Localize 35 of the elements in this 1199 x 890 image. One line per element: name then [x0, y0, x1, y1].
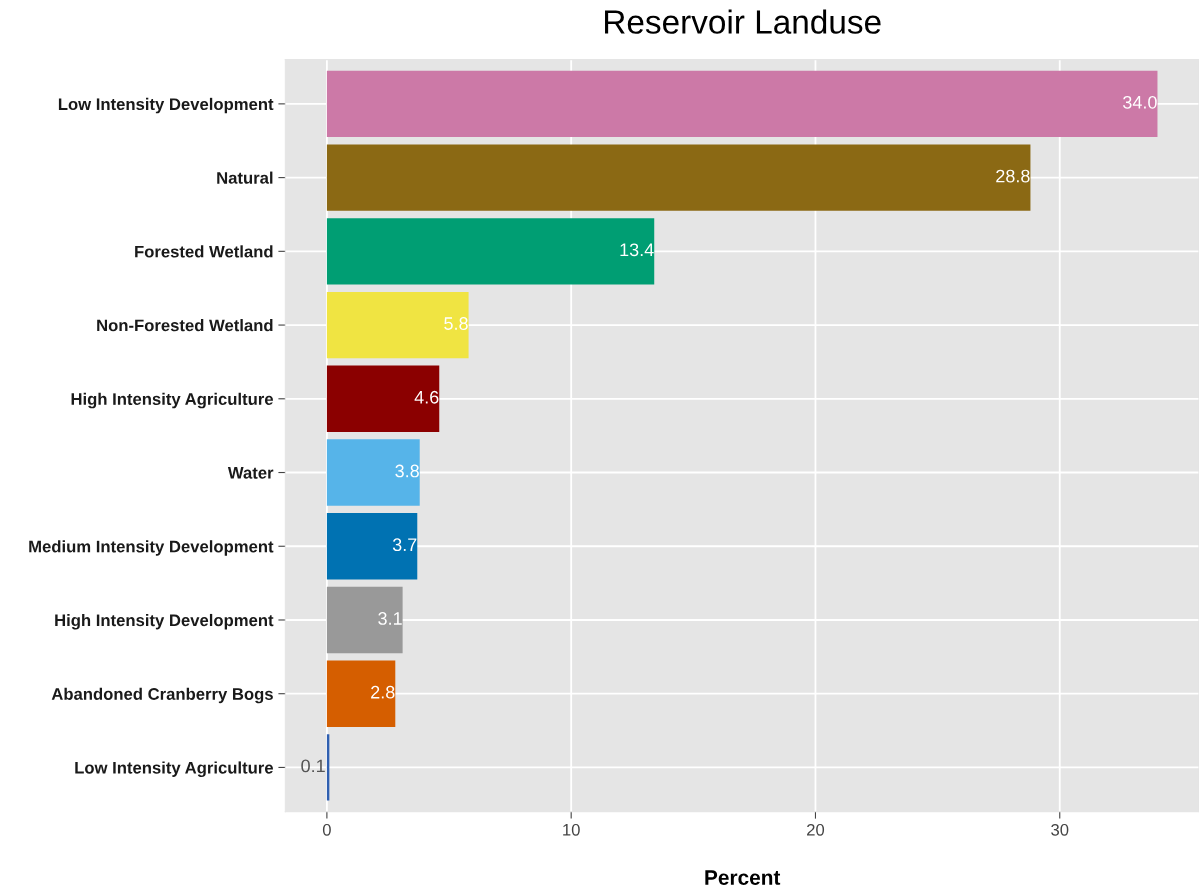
- chart-title: Reservoir Landuse: [605, 9, 881, 34]
- y-tick-label: Forested Wetland: [135, 245, 273, 258]
- data-label: 34.0: [1123, 95, 1157, 109]
- bar: [326, 144, 1031, 211]
- y-tick-label: Non-Forested Wetland: [97, 319, 273, 332]
- x-tick-label: 20: [807, 823, 825, 836]
- data-label: 28.8: [996, 169, 1030, 183]
- bar: [326, 513, 418, 580]
- data-label: 2.8: [371, 685, 395, 699]
- data-label: 3.1: [378, 612, 402, 625]
- y-tick-label: High Intensity Development: [55, 613, 274, 630]
- x-axis-title: Percent: [705, 870, 781, 885]
- x-tick-label: 10: [563, 823, 580, 836]
- bar: [326, 365, 440, 432]
- y-tick-label: High Intensity Agriculture: [71, 392, 273, 409]
- x-tick-label: 30: [1051, 823, 1069, 836]
- y-tick-label: Abandoned Cranberry Bogs: [51, 687, 273, 704]
- data-label: 13.4: [620, 243, 654, 257]
- bar: [326, 218, 655, 285]
- bar: [326, 291, 469, 359]
- data-label: 4.6: [414, 390, 439, 404]
- bar: [326, 660, 396, 727]
- y-tick-label: Medium Intensity Development: [29, 540, 274, 556]
- x-tick-label: 0: [322, 823, 331, 836]
- y-tick-label: Low Intensity Development: [58, 97, 274, 114]
- y-tick-label: Low Intensity Agriculture: [75, 761, 273, 778]
- y-tick-label: Natural: [217, 171, 273, 184]
- data-label: 5.8: [444, 317, 468, 330]
- y-tick-label: Water: [227, 467, 274, 479]
- data-label: 0.1: [301, 759, 325, 773]
- data-label: 3.8: [395, 464, 419, 478]
- data-label: 3.7: [392, 538, 417, 552]
- bar: [326, 586, 403, 654]
- bar: [326, 439, 420, 506]
- bar: [326, 70, 1158, 138]
